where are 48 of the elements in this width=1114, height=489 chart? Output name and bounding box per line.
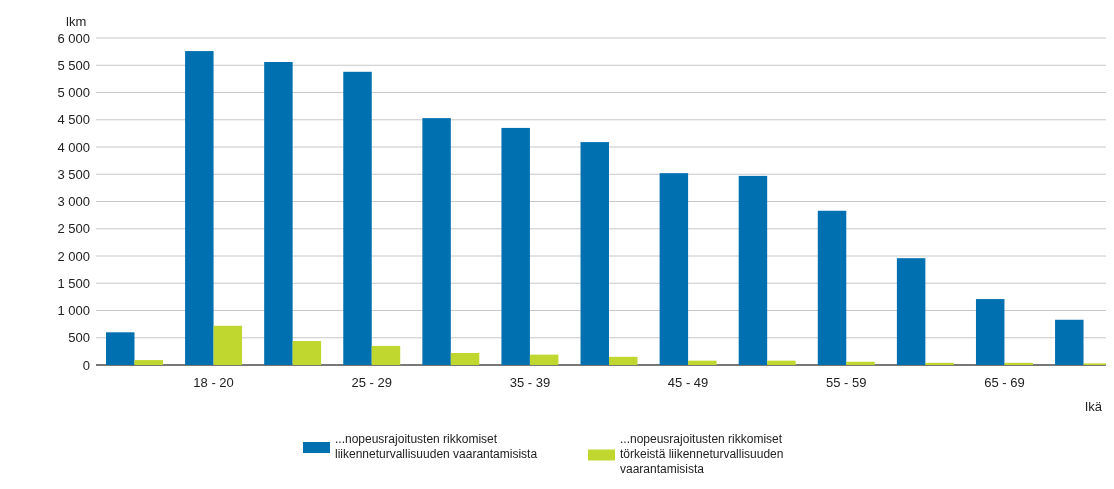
bar — [580, 142, 609, 365]
x-tick-label: 18 - 20 — [193, 375, 234, 390]
x-tick-label: 45 - 49 — [667, 375, 709, 390]
y-tick-label: 500 — [68, 330, 90, 346]
legend-label: ...nopeusrajoitusten rikkomiset liikenneturvallisuuden vaarantamisista — [335, 432, 538, 461]
bar — [371, 345, 401, 365]
bar — [609, 356, 638, 365]
y-tick-label: 3 000 — [57, 194, 90, 210]
bar — [767, 360, 796, 365]
y-axis-title: lkm — [66, 14, 87, 29]
bar — [529, 354, 559, 365]
bar — [185, 51, 214, 365]
y-tick-label: 4 500 — [57, 112, 90, 128]
bar — [738, 175, 768, 365]
bar — [1055, 319, 1084, 365]
x-tick-label: 25 - 29 — [351, 375, 392, 390]
bar — [292, 341, 322, 365]
bar — [817, 210, 847, 365]
y-tick-label: 3 500 — [57, 166, 90, 182]
bar — [422, 118, 451, 365]
x-axis-title: Ikä — [1084, 399, 1103, 414]
legend-label: ...nopeusrajoitusten rikkomiset törkeistä liikenneturvallisuuden vaarantamisista — [620, 432, 784, 476]
y-tick-label: 0 — [82, 357, 90, 373]
bar — [501, 127, 530, 365]
y-tick-label: 1 500 — [57, 275, 90, 291]
bar — [846, 361, 875, 365]
y-tick-label: 2 500 — [57, 221, 90, 237]
bar — [213, 325, 243, 365]
bar — [688, 360, 717, 365]
bar — [925, 362, 954, 365]
bar — [106, 332, 135, 365]
bar — [343, 71, 372, 365]
bar — [264, 61, 293, 365]
x-tick-label: 65 - 69 — [984, 375, 1025, 390]
y-tick-label: 6 000 — [57, 30, 90, 46]
bar — [659, 173, 689, 365]
y-tick-label: 5 000 — [57, 85, 90, 101]
x-tick-label: 35 - 39 — [509, 375, 551, 390]
bar — [896, 258, 926, 365]
bar — [975, 299, 1005, 365]
y-tick-label: 2 000 — [57, 248, 90, 264]
bar — [1004, 362, 1033, 365]
y-tick-label: 5 500 — [57, 57, 90, 73]
bar — [134, 360, 163, 365]
y-tick-label: 4 000 — [57, 139, 90, 155]
y-tick-label: 1 000 — [57, 303, 90, 319]
x-tick-label: 55 - 59 — [826, 375, 867, 390]
bar — [450, 353, 480, 365]
